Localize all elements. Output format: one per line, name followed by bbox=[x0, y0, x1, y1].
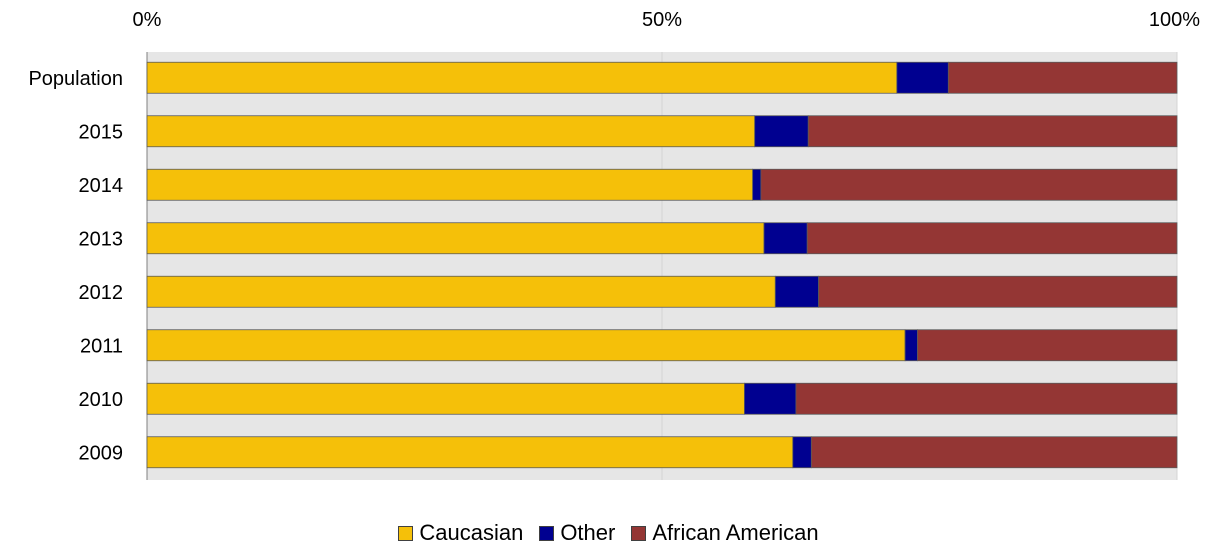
bar-segment bbox=[807, 115, 1178, 148]
legend-label: Other bbox=[560, 520, 616, 545]
legend-item: Caucasian bbox=[398, 520, 523, 546]
bar-segment bbox=[146, 61, 898, 94]
category-label: 2011 bbox=[80, 335, 123, 357]
legend-item: Other bbox=[539, 520, 615, 546]
category-label: 2009 bbox=[79, 442, 124, 464]
bar-segment bbox=[146, 275, 776, 308]
bar-segment bbox=[146, 168, 754, 201]
bar-segment bbox=[774, 275, 819, 308]
bar-segment bbox=[904, 329, 918, 362]
bar-segment bbox=[917, 329, 1178, 362]
x-tick-label: 100% bbox=[1149, 9, 1200, 31]
stacked-bar-chart: 0% 50% 100% Population 2015 2014 2013 2012 2011… bbox=[28, 9, 1201, 480]
bar-segment bbox=[806, 222, 1178, 255]
bar-segment bbox=[896, 61, 949, 94]
bar-segment bbox=[795, 382, 1178, 415]
legend-item: African American bbox=[631, 520, 819, 546]
bar-segment bbox=[146, 222, 765, 255]
bar-segment bbox=[792, 436, 812, 469]
legend-label: Caucasian bbox=[419, 520, 524, 545]
bar-segment bbox=[744, 382, 797, 415]
category-labels: Population 2015 2014 2013 2012 2011 2010 2009 bbox=[28, 68, 123, 465]
bar-segment bbox=[818, 275, 1178, 308]
bar-segment bbox=[146, 329, 906, 362]
x-tick-label: 0% bbox=[133, 9, 162, 31]
bars bbox=[146, 61, 1178, 469]
legend-swatch bbox=[631, 525, 647, 541]
legend: Caucasian Other African American bbox=[0, 516, 1217, 550]
x-tick-label: 50% bbox=[642, 9, 682, 31]
legend-swatch bbox=[398, 525, 414, 541]
category-label: 2013 bbox=[79, 228, 124, 250]
bar-segment bbox=[760, 168, 1178, 201]
bar-segment bbox=[754, 115, 809, 148]
legend-swatch bbox=[539, 525, 555, 541]
category-label: 2015 bbox=[79, 121, 124, 143]
bar-segment bbox=[947, 61, 1178, 94]
legend-label: African American bbox=[652, 520, 819, 545]
category-label: Population bbox=[28, 68, 123, 90]
bar-segment bbox=[146, 115, 756, 148]
category-label: 2010 bbox=[79, 389, 124, 411]
bar-segment bbox=[763, 222, 808, 255]
bar-segment bbox=[752, 168, 762, 201]
bar-segment bbox=[146, 436, 794, 469]
bar-segment bbox=[146, 382, 745, 415]
bar-segment bbox=[810, 436, 1178, 469]
category-label: 2014 bbox=[79, 175, 124, 197]
category-label: 2012 bbox=[79, 282, 124, 304]
x-axis-ticks: 0% 50% 100% bbox=[133, 9, 1201, 31]
